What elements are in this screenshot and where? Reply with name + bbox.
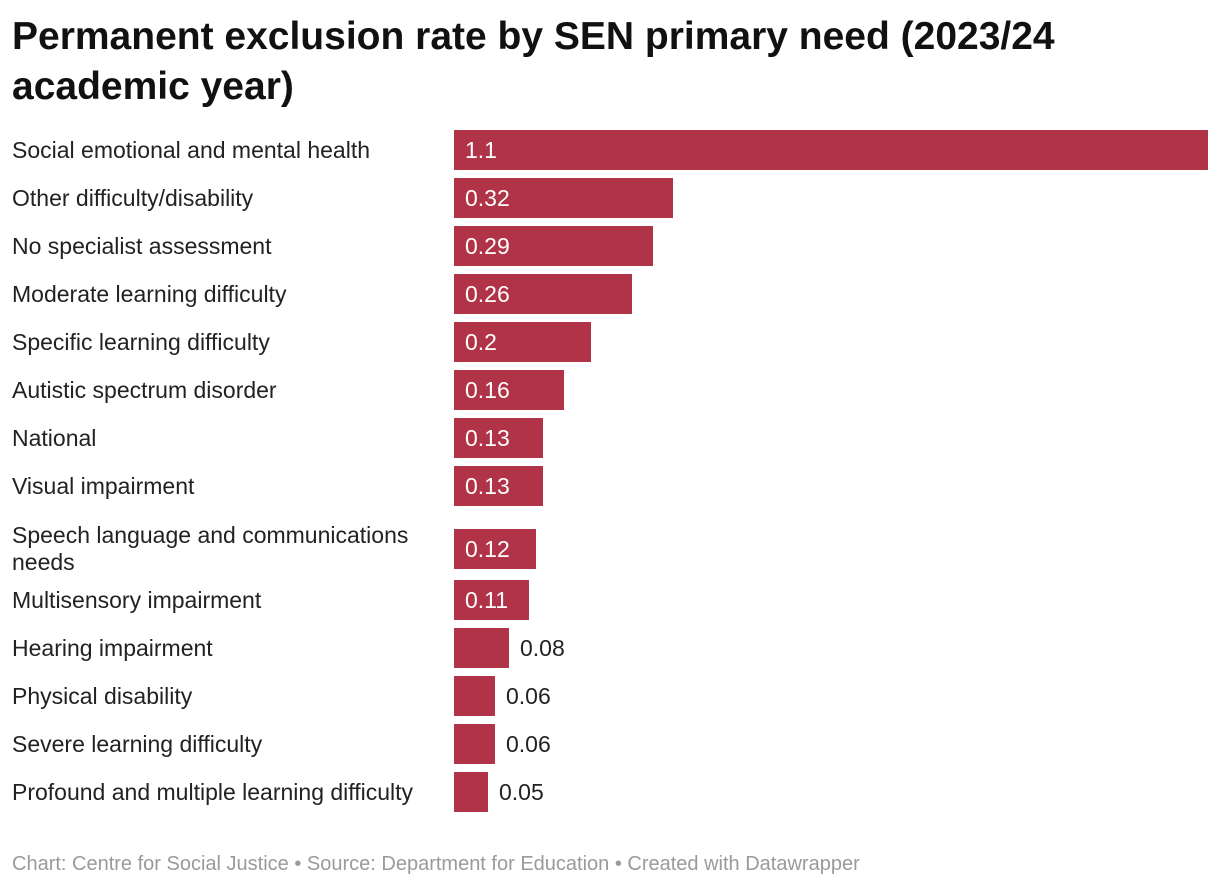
category-label: Specific learning difficulty: [12, 328, 270, 355]
bar: [454, 628, 509, 668]
category-label: Speech language and communications needs: [12, 522, 409, 575]
value-label: 0.08: [520, 635, 565, 661]
category-label: Physical disability: [12, 682, 193, 709]
bar: [454, 322, 591, 362]
category-label: Other difficulty/disability: [12, 184, 254, 211]
bar: [454, 226, 653, 266]
bar: [454, 529, 536, 569]
category-label: Social emotional and mental health: [12, 136, 371, 163]
chart-footer: Chart: Centre for Social Justice • Sourc…: [12, 853, 860, 875]
category-label: Autistic spectrum disorder: [12, 376, 277, 403]
category-label: Multisensory impairment: [12, 586, 262, 613]
category-label: Visual impairment: [12, 472, 195, 499]
value-label: 0.26: [465, 281, 510, 307]
value-label: 0.13: [465, 473, 510, 499]
category-label: Profound and multiple learning difficult…: [12, 778, 414, 805]
value-label: 0.13: [465, 425, 510, 451]
value-label: 0.06: [506, 731, 551, 757]
category-label: No specialist assessment: [12, 232, 272, 259]
value-label: 0.11: [465, 587, 509, 613]
bar: [454, 418, 543, 458]
category-label: Hearing impairment: [12, 634, 213, 661]
value-label: 0.16: [465, 377, 510, 403]
value-label: 0.12: [465, 536, 510, 562]
bar: [454, 130, 1208, 170]
value-label: 0.05: [499, 779, 544, 805]
value-label: 0.29: [465, 233, 510, 259]
bar: [454, 676, 495, 716]
value-label: 0.2: [465, 329, 497, 355]
bar: [454, 466, 543, 506]
value-label: 0.06: [506, 683, 551, 709]
chart-title: Permanent exclusion rate by SEN primary …: [12, 15, 1055, 108]
value-label: 0.32: [465, 185, 510, 211]
category-label: National: [12, 424, 97, 451]
value-label: 1.1: [465, 137, 497, 163]
category-label: Severe learning difficulty: [12, 730, 263, 757]
bar: [454, 724, 495, 764]
bar: [454, 772, 488, 812]
bar: [454, 274, 632, 314]
bar: [454, 178, 673, 218]
bar: [454, 370, 564, 410]
bar: [454, 580, 529, 620]
category-label: Moderate learning difficulty: [12, 280, 287, 307]
